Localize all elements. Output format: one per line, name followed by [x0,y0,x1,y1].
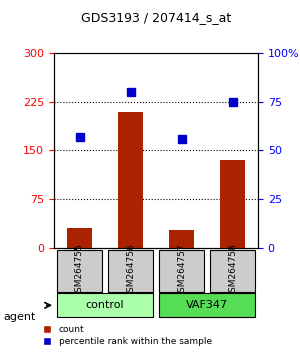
FancyBboxPatch shape [159,293,256,317]
Text: agent: agent [3,312,35,322]
FancyBboxPatch shape [210,250,256,292]
Legend: count, percentile rank within the sample: count, percentile rank within the sample [34,321,216,349]
FancyBboxPatch shape [56,293,154,317]
Text: GSM264756: GSM264756 [126,244,135,298]
FancyBboxPatch shape [159,250,205,292]
Text: GSM264757: GSM264757 [177,244,186,298]
Bar [169,230,194,248]
Bar [67,228,92,248]
Bar [118,112,143,248]
Text: GDS3193 / 207414_s_at: GDS3193 / 207414_s_at [81,11,231,24]
Bar [220,160,245,248]
Text: GSM264758: GSM264758 [228,244,237,298]
FancyBboxPatch shape [56,250,103,292]
Text: control: control [86,300,124,310]
FancyBboxPatch shape [108,250,154,292]
Text: GSM264755: GSM264755 [75,244,84,298]
Text: VAF347: VAF347 [186,300,228,310]
